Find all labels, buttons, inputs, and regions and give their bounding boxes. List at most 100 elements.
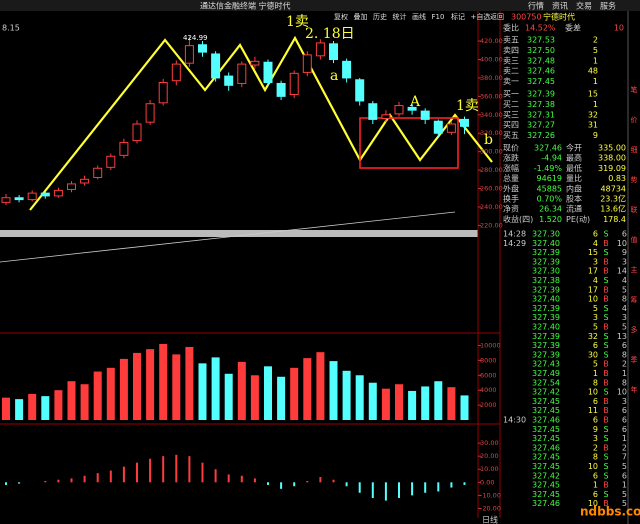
macd-bar [149, 458, 152, 483]
macd-bar [293, 482, 296, 487]
menu-item[interactable]: 资讯 [552, 1, 568, 11]
side-tab[interactable]: 年 [631, 385, 638, 394]
order-volume: 5 [593, 46, 598, 55]
macd-bar [96, 473, 99, 483]
y-tick-label: -20.00 [480, 504, 501, 512]
side-tab[interactable]: 价 [631, 116, 638, 124]
macd-bar [162, 456, 165, 483]
side-tab[interactable]: 多 [631, 325, 638, 334]
menu-item[interactable]: 交易 [576, 1, 592, 11]
candle-body [407, 106, 417, 111]
side-tab[interactable]: 细 [631, 145, 638, 154]
toolbar-button[interactable]: F10 [432, 13, 445, 21]
trade-volume: 8 [593, 378, 598, 387]
trade-volume: 10 [588, 462, 598, 471]
trend-drawing [29, 35, 493, 211]
trade-count: 5 [622, 323, 627, 332]
trade-price: 327.38 [532, 276, 560, 285]
macd-bar [398, 482, 400, 498]
trade-side: B [603, 257, 609, 266]
order-volume: 15 [588, 90, 598, 99]
stat-label: 外盘 [503, 183, 519, 193]
trade-count: 14 [617, 267, 627, 276]
menu-item[interactable]: 行情 [528, 1, 544, 11]
trade-side: B [603, 360, 609, 369]
stat-label: PE(动) [566, 214, 590, 224]
toolbar-button[interactable]: 叠加 [354, 12, 368, 21]
side-tab[interactable]: 季 [631, 355, 638, 364]
trade-price: 327.45 [532, 481, 560, 490]
volume-bar [172, 354, 181, 420]
trade-count: 1 [622, 369, 627, 378]
macd-bar [371, 482, 374, 498]
trade-price: 327.42 [532, 471, 560, 480]
trade-price: 327.45 [532, 490, 560, 499]
y-tick-label: 320.00 [480, 129, 503, 137]
toolbar-button[interactable]: 画线 [412, 12, 426, 21]
order-volume: 1 [593, 56, 598, 65]
stat-label: 量比 [566, 173, 582, 183]
volume-bar [395, 384, 403, 420]
candle-body [420, 110, 430, 120]
y-tick-label: 280.00 [480, 166, 503, 174]
volume-bar [185, 346, 194, 420]
toolbar-button[interactable]: 统计 [393, 12, 407, 21]
trade-count: 3 [622, 257, 627, 266]
annotation: 2. 18日 [305, 26, 355, 42]
trade-volume: 5 [593, 360, 598, 369]
trade-volume: 11 [588, 406, 598, 415]
candle-body [93, 167, 103, 178]
trade-volume: 30 [588, 350, 598, 359]
side-tab[interactable]: 势 [631, 175, 638, 184]
y-tick-label: 30.00 [480, 439, 499, 447]
trade-price: 327.46 [532, 443, 560, 452]
volume-bar [93, 371, 102, 420]
macd-bar [424, 482, 427, 493]
side-tab[interactable]: 筹 [631, 295, 638, 304]
annotation: 1卖 [286, 14, 309, 30]
side-tab[interactable]: 主 [631, 265, 638, 274]
candle-body [224, 75, 234, 86]
toolbar-button[interactable]: +自选 [471, 12, 491, 21]
stat-value: 1.520 [539, 215, 562, 224]
trade-side: S [603, 304, 608, 313]
order-volume: 32 [588, 110, 598, 119]
trade-side: B [603, 267, 609, 276]
volume-bar [67, 381, 76, 420]
side-tab[interactable]: 笔 [631, 85, 638, 94]
volume-bar [264, 366, 272, 420]
trade-volume: 17 [588, 285, 598, 294]
candle-body [40, 192, 50, 197]
order-volume: 31 [588, 121, 598, 130]
trade-price: 327.40 [532, 239, 560, 248]
y-tick-label: 300.00 [480, 148, 503, 156]
macd-bar [463, 482, 466, 485]
candle-body [315, 42, 325, 57]
y-tick-label: 4000 [480, 386, 497, 394]
toolbar-button[interactable]: 返回 [490, 13, 504, 21]
trade-count: 9 [622, 248, 627, 257]
toolbar-button[interactable]: 标记 [451, 12, 465, 21]
separator [0, 230, 478, 237]
trade-count: 1 [622, 434, 627, 443]
side-tab[interactable]: 值 [631, 235, 638, 244]
stat-label: 内盘 [566, 183, 582, 193]
macd-bar [175, 454, 178, 483]
y-tick-label: -10.00 [480, 491, 501, 499]
stat-label: 涨幅 [503, 163, 519, 173]
toolbar-button[interactable]: 历史 [373, 12, 387, 21]
macd-bar [253, 478, 256, 483]
y-tick-label: 260.00 [480, 185, 503, 193]
side-tab[interactable]: 联 [631, 205, 638, 214]
toolbar-button[interactable]: 复权 [334, 12, 348, 21]
trade-count: 5 [622, 285, 627, 294]
y-tick-label: 8000 [480, 356, 497, 364]
trade-price: 327.45 [532, 406, 560, 415]
menu-item[interactable]: 服务 [600, 1, 616, 11]
macd-bar [136, 462, 138, 483]
y-tick-label: 380.00 [480, 74, 503, 82]
trade-count: 13 [617, 332, 627, 341]
macd-bar [227, 474, 230, 483]
candle-body [368, 103, 378, 120]
trade-price: 327.39 [532, 304, 560, 313]
